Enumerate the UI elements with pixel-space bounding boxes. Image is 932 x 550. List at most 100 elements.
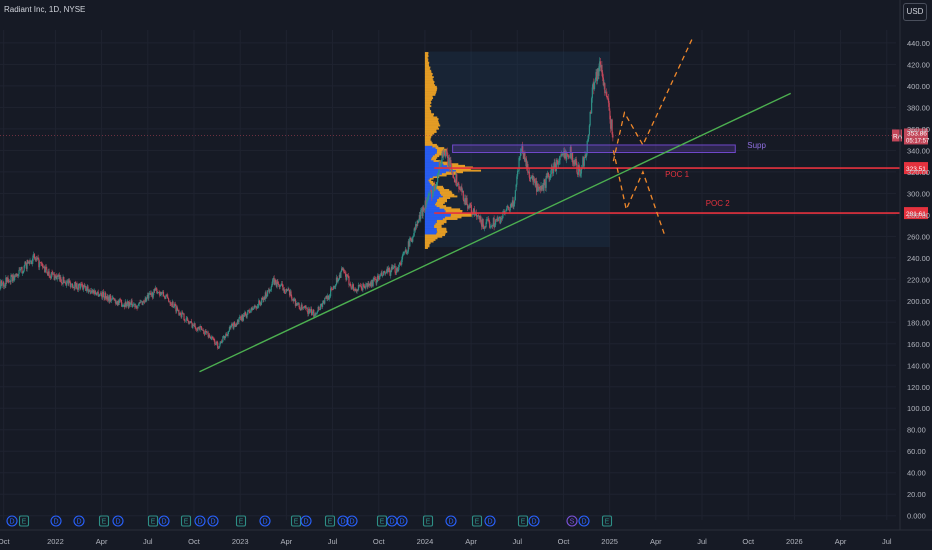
- candle-body: [494, 224, 496, 227]
- profile-bar-down: [430, 182, 435, 185]
- candle-body: [245, 314, 247, 318]
- event-marker: [300, 515, 312, 527]
- candle-body: [461, 190, 464, 193]
- candle-body: [229, 327, 231, 329]
- candle-body: [332, 286, 335, 290]
- candle-body: [51, 272, 53, 274]
- candle-body: [596, 72, 598, 82]
- candle-body: [264, 297, 266, 300]
- candle-body: [560, 153, 563, 156]
- candle-body: [35, 258, 37, 260]
- candle-body: [110, 299, 113, 301]
- candle-body: [565, 152, 567, 160]
- candle-body: [190, 321, 192, 323]
- candle-body: [459, 188, 461, 190]
- candle-body: [508, 207, 510, 211]
- candle-body: [561, 153, 563, 155]
- profile-bar-up: [424, 148, 438, 151]
- candle-body: [512, 200, 514, 207]
- profile-bar-down: [424, 71, 432, 74]
- event-marker-label: D: [349, 519, 354, 526]
- candle-body: [107, 296, 110, 301]
- candle-body: [137, 304, 140, 306]
- candle-body: [433, 184, 435, 188]
- profile-bar-down: [432, 176, 440, 179]
- candle-body: [110, 295, 112, 301]
- y-tick-label: 200.00: [907, 297, 930, 306]
- candle-body: [371, 280, 373, 287]
- candle-body: [287, 288, 289, 290]
- candle-body: [470, 204, 472, 214]
- candle-body: [170, 304, 173, 306]
- candle-body: [80, 284, 82, 285]
- candle-body: [361, 288, 363, 290]
- candle-body: [477, 215, 479, 216]
- candle-body: [497, 218, 499, 222]
- candle-body: [37, 257, 39, 259]
- candle-body: [176, 307, 179, 311]
- candle-body: [552, 169, 554, 174]
- candle-body: [36, 258, 38, 260]
- profile-bar-down: [424, 53, 429, 56]
- candle-body: [574, 158, 577, 165]
- candle-body: [26, 260, 28, 269]
- candle-body: [264, 292, 266, 300]
- y-tick-label: 20.00: [907, 490, 926, 499]
- candle-body: [124, 304, 126, 308]
- currency-button[interactable]: USD: [903, 3, 927, 21]
- profile-bar-up: [424, 150, 437, 153]
- candle-body: [473, 208, 475, 216]
- candle-body: [140, 301, 142, 303]
- candle-body: [56, 275, 58, 280]
- profile-bar-up: [424, 195, 443, 198]
- candle-body: [77, 284, 80, 290]
- candle-body: [157, 292, 159, 293]
- candle-body: [373, 278, 375, 280]
- y-tick-label: 360.00: [907, 125, 930, 134]
- candle-body: [372, 279, 374, 286]
- candle-body: [4, 285, 6, 287]
- candle-body: [422, 207, 424, 216]
- candle-body: [291, 296, 293, 300]
- candle-body: [580, 173, 582, 176]
- candle-body: [375, 279, 377, 284]
- candle-body: [112, 297, 114, 299]
- candle-body: [58, 274, 60, 277]
- candle-body: [327, 295, 329, 300]
- candle-body: [588, 134, 590, 139]
- candle-body: [577, 165, 580, 175]
- candle-body: [99, 294, 101, 295]
- candle-body: [352, 284, 354, 288]
- candle-body: [381, 272, 383, 276]
- event-marker: [158, 515, 170, 527]
- profile-bar-down: [436, 174, 447, 177]
- candle-body: [118, 299, 121, 303]
- event-marker: [566, 515, 578, 527]
- candle-body: [337, 280, 339, 283]
- candle-body: [283, 289, 285, 291]
- candle-body: [368, 283, 371, 286]
- candle-body: [563, 151, 566, 159]
- event-marker-label: D: [389, 519, 394, 526]
- candle-body: [509, 206, 511, 211]
- candle-body: [392, 267, 394, 270]
- candle-body: [540, 185, 542, 190]
- profile-bar-down: [436, 232, 446, 235]
- y-tick-label: 340.00: [907, 146, 930, 155]
- candle-body: [343, 271, 346, 274]
- profile-bar-down: [432, 155, 440, 158]
- profile-bar-down: [424, 68, 430, 71]
- candle-body: [148, 292, 151, 294]
- candle-body: [280, 285, 282, 286]
- candle-body: [121, 305, 124, 307]
- candle-body: [324, 297, 327, 299]
- candle-body: [272, 279, 274, 284]
- candle-body: [79, 283, 81, 289]
- candle-body: [132, 304, 135, 306]
- candle-body: [212, 338, 214, 339]
- candle-body: [393, 267, 395, 269]
- candle-body: [99, 293, 102, 295]
- x-tick-label: Jul: [143, 537, 153, 546]
